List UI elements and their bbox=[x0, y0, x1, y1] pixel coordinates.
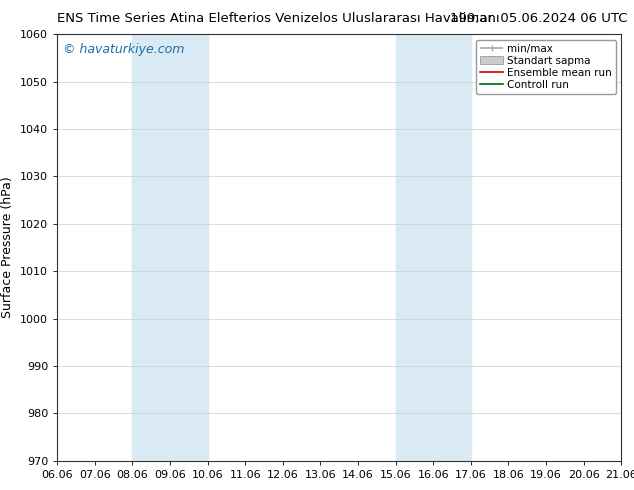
Text: © havaturkiye.com: © havaturkiye.com bbox=[63, 43, 184, 56]
Text: ENS Time Series Atina Elefterios Venizelos Uluslararası Havalimanı: ENS Time Series Atina Elefterios Venizel… bbox=[57, 12, 500, 25]
Text: 199;ar. 05.06.2024 06 UTC: 199;ar. 05.06.2024 06 UTC bbox=[450, 12, 628, 25]
Bar bbox=[133, 34, 207, 461]
Y-axis label: Surface Pressure (hPa): Surface Pressure (hPa) bbox=[1, 176, 15, 318]
Legend: min/max, Standart sapma, Ensemble mean run, Controll run: min/max, Standart sapma, Ensemble mean r… bbox=[476, 40, 616, 94]
Bar bbox=[396, 34, 471, 461]
